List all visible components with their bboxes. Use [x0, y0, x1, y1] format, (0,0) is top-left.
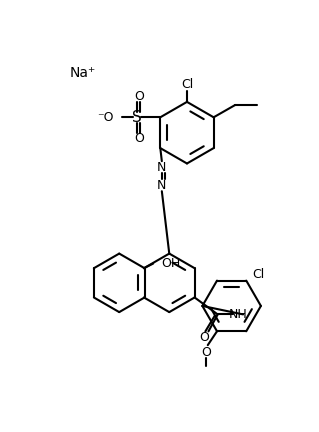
- Text: Na⁺: Na⁺: [70, 67, 96, 80]
- Text: S: S: [132, 110, 142, 125]
- Text: O: O: [201, 346, 211, 359]
- Text: Cl: Cl: [252, 268, 265, 281]
- Text: Cl: Cl: [181, 79, 193, 92]
- Text: O: O: [200, 331, 210, 344]
- Text: N: N: [157, 178, 167, 191]
- Text: O: O: [134, 132, 144, 145]
- Text: O: O: [134, 90, 144, 103]
- Text: NH: NH: [229, 308, 248, 321]
- Text: ⁻O: ⁻O: [98, 111, 114, 124]
- Text: OH: OH: [161, 257, 180, 270]
- Text: N: N: [157, 161, 167, 174]
